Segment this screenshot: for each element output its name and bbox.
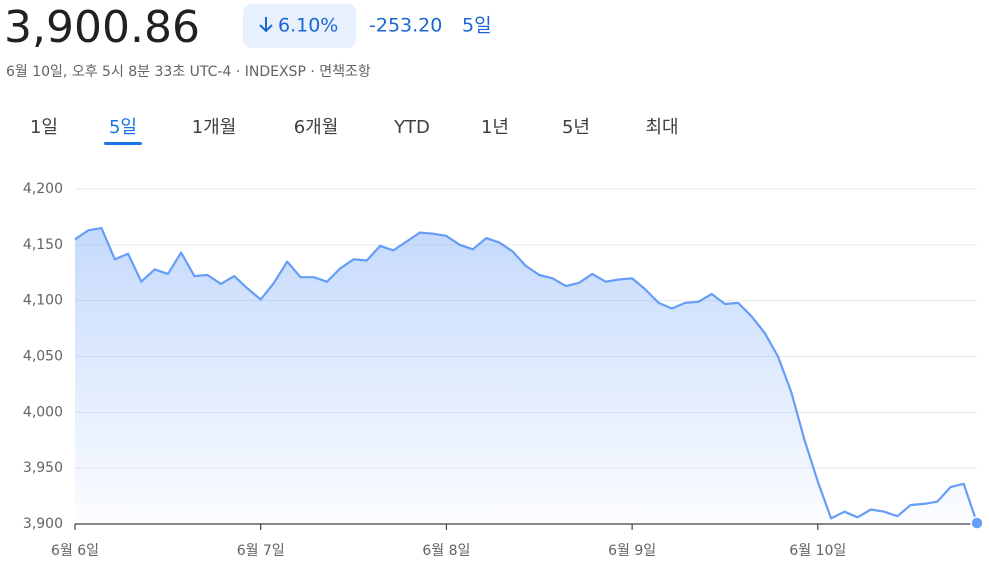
x-tick-label: 6월 10일: [789, 543, 846, 559]
range-tab[interactable]: 1년: [481, 117, 509, 138]
period: 5일: [462, 15, 492, 37]
range-tab[interactable]: YTD: [393, 117, 430, 138]
range-tabs: 1일 5일 1개월 6개월 YTD 1년 5년 최대: [30, 117, 679, 145]
x-tick-label: 6월 6일: [51, 543, 99, 559]
separator: ·: [231, 64, 244, 80]
range-tab[interactable]: 최대: [645, 117, 678, 138]
x-tick-label: 6월 7일: [237, 543, 285, 559]
y-tick-label: 4,100: [23, 293, 63, 309]
range-tab[interactable]: 1일: [30, 117, 58, 138]
change-percent: 6.10%: [278, 15, 338, 37]
timestamp: 6월 10일, 오후 5시 8분 33초 UTC-4: [6, 64, 231, 80]
y-tick-label: 3,950: [23, 460, 63, 476]
change: -253.20: [369, 15, 442, 37]
separator: ·: [306, 64, 319, 80]
y-tick-label: 4,150: [23, 237, 63, 253]
y-tick-label: 4,050: [23, 349, 63, 365]
x-tick-label: 6월 8일: [422, 543, 470, 559]
subtitle: 6월 10일, 오후 5시 8분 33초 UTC-4 · INDEXSP · 면…: [6, 64, 371, 80]
last-point: [970, 516, 984, 530]
chart: 3,900 3,950 4,000 4,050 4,100 4,150 4,200 6월 6일…: [23, 181, 984, 559]
down-arrow-icon: [259, 17, 273, 33]
y-tick-label: 3,900: [23, 516, 63, 532]
exchange: INDEXSP: [245, 64, 306, 80]
range-tab[interactable]: 1개월: [192, 117, 237, 138]
x-tick-label: 6월 9일: [608, 543, 656, 559]
range-tab[interactable]: 5일: [109, 117, 137, 138]
range-tab[interactable]: 5년: [562, 117, 590, 138]
disclaimer-link[interactable]: 면책조항: [319, 64, 371, 80]
y-tick-label: 4,200: [23, 181, 63, 197]
y-tick-label: 4,000: [23, 404, 63, 420]
range-tab[interactable]: 6개월: [294, 117, 339, 138]
price-line: [74, 227, 979, 524]
area: [75, 228, 977, 524]
change-badge: [243, 4, 356, 48]
tab-underline: [104, 142, 142, 145]
price: 3,900.86: [4, 2, 200, 53]
